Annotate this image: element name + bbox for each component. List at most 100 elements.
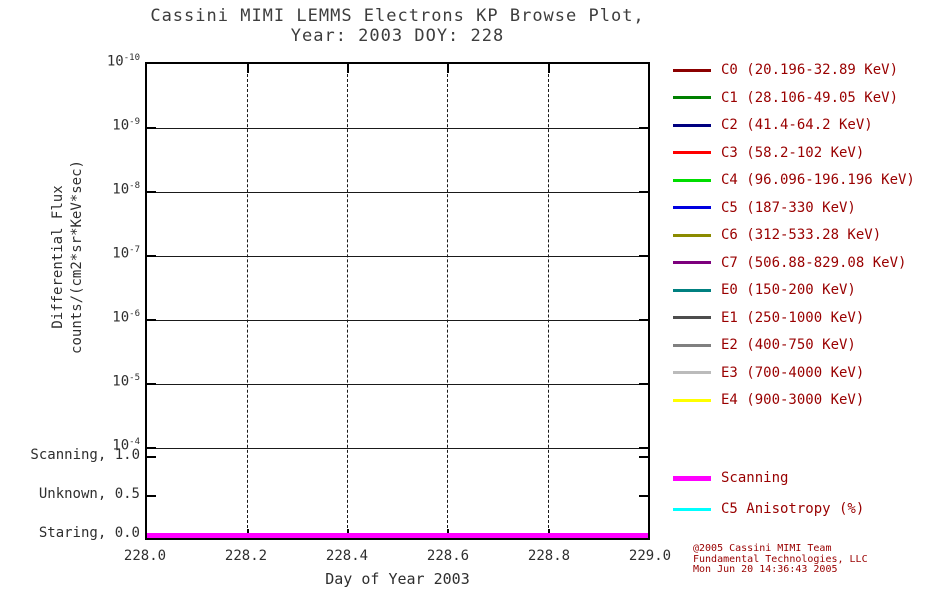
x-tick-label: 229.0 xyxy=(628,548,672,564)
legend-item-c5-anisotropy: C5 Anisotropy (%) xyxy=(673,500,945,518)
tick-mark xyxy=(639,319,648,321)
legend-swatch-c3 xyxy=(673,151,711,154)
legend-swatch-e3 xyxy=(673,371,711,374)
legend-label: E3 (700-4000 KeV) xyxy=(721,364,865,381)
legend-swatch-c4 xyxy=(673,178,711,182)
chart-title-line1: Cassini MIMI LEMMS Electrons KP Browse P… xyxy=(150,6,645,26)
legend-swatch-c5 xyxy=(673,206,711,209)
x-tick-label: 228.0 xyxy=(123,548,167,564)
tick-mark xyxy=(639,456,648,458)
legend-item-c2: C2 (41.4-64.2 KeV) xyxy=(673,116,945,134)
h-gridline xyxy=(147,448,648,449)
legend-label: C5 Anisotropy (%) xyxy=(721,501,865,517)
legend-label: E2 (400-750 KeV) xyxy=(721,337,856,353)
legend-item-scanning: Scanning xyxy=(673,469,945,487)
legend-swatch-c0 xyxy=(673,68,711,72)
chart-title: Cassini MIMI LEMMS Electrons KP Browse P… xyxy=(120,6,675,46)
credit-line1: @2005 Cassini MIMI Team xyxy=(693,543,832,554)
tick-mark xyxy=(147,319,156,321)
legend: C0 (20.196-32.89 KeV) C1 (28.106-49.05 K… xyxy=(673,61,945,419)
legend-label: C5 (187-330 KeV) xyxy=(721,199,856,216)
x-tick-label: 228.8 xyxy=(527,548,571,564)
legend-item-c1: C1 (28.106-49.05 KeV) xyxy=(673,89,945,107)
legend-label: C1 (28.106-49.05 KeV) xyxy=(721,89,899,106)
tick-mark xyxy=(147,495,156,497)
tick-mark xyxy=(147,383,156,385)
legend-item-c3: C3 (58.2-102 KeV) xyxy=(673,144,945,162)
legend-label: C4 (96.096-196.196 KeV) xyxy=(721,172,915,188)
legend-item-c0: C0 (20.196-32.89 KeV) xyxy=(673,61,945,79)
tick-mark xyxy=(639,447,648,449)
tick-mark xyxy=(639,127,648,129)
plot-area xyxy=(145,62,650,540)
legend-label: C3 (58.2-102 KeV) xyxy=(721,144,865,161)
legend-item-e2: E2 (400-750 KeV) xyxy=(673,336,945,354)
legend-label: E0 (150-200 KeV) xyxy=(721,282,856,298)
mode-tick-label-scanning: Scanning, 1.0 xyxy=(30,447,140,463)
h-gridline xyxy=(147,192,648,193)
legend-item-e3: E3 (700-4000 KeV) xyxy=(673,364,945,382)
credit-line3: Mon Jun 20 14:36:43 2005 xyxy=(693,564,838,575)
v-gridline xyxy=(247,64,248,538)
x-tick-label: 228.4 xyxy=(325,548,369,564)
y-tick-label: 10-5 xyxy=(112,373,140,390)
credit-line2: Fundamental Technologies, LLC xyxy=(693,553,868,565)
tick-mark xyxy=(447,64,449,73)
legend-swatch-c5-anisotropy xyxy=(673,507,711,511)
tick-mark xyxy=(147,456,156,458)
legend-item-e0: E0 (150-200 KeV) xyxy=(673,281,945,299)
legend-label: E1 (250-1000 KeV) xyxy=(721,309,865,326)
chart-title-line2: Year: 2003 DOY: 228 xyxy=(290,26,505,46)
v-gridline xyxy=(347,64,348,538)
y-tick-label: 10-4 xyxy=(112,437,140,454)
legend-label: C0 (20.196-32.89 KeV) xyxy=(721,62,899,78)
legend-swatch-c1 xyxy=(673,96,711,99)
legend-swatch-c7 xyxy=(673,261,711,264)
y-tick-label: 10-9 xyxy=(112,117,140,134)
legend-item-e4: E4 (900-3000 KeV) xyxy=(673,391,945,409)
legend-item-c4: C4 (96.096-196.196 KeV) xyxy=(673,171,945,189)
y-tick-label: 10-7 xyxy=(112,245,140,262)
legend-secondary: Scanning C5 Anisotropy (%) xyxy=(673,469,945,531)
tick-mark xyxy=(147,255,156,257)
v-gridline xyxy=(548,64,549,538)
credit-text: @2005 Cassini MIMI Team Fundamental Tech… xyxy=(693,543,868,576)
x-axis-title: Day of Year 2003 xyxy=(325,570,470,588)
legend-swatch-e1 xyxy=(673,316,711,319)
h-gridline xyxy=(147,128,648,129)
tick-mark xyxy=(347,64,349,73)
legend-item-c7: C7 (506.88-829.08 KeV) xyxy=(673,254,945,272)
legend-swatch-c2 xyxy=(673,123,711,127)
tick-mark xyxy=(639,383,648,385)
legend-label: C2 (41.4-64.2 KeV) xyxy=(721,117,873,133)
tick-mark xyxy=(147,127,156,129)
legend-item-c6: C6 (312-533.28 KeV) xyxy=(673,226,945,244)
tick-mark xyxy=(147,447,156,449)
legend-swatch-c6 xyxy=(673,233,711,237)
legend-item-c5: C5 (187-330 KeV) xyxy=(673,199,945,217)
tick-mark xyxy=(639,495,648,497)
legend-label: Scanning xyxy=(721,470,789,486)
h-gridline xyxy=(147,384,648,385)
x-tick-label: 228.6 xyxy=(426,548,470,564)
v-gridline xyxy=(447,64,448,538)
y-tick-label: 10-8 xyxy=(112,181,140,198)
legend-label: C6 (312-533.28 KeV) xyxy=(721,227,882,243)
h-gridline xyxy=(147,256,648,257)
legend-item-e1: E1 (250-1000 KeV) xyxy=(673,309,945,327)
legend-swatch-scanning xyxy=(673,475,711,481)
tick-mark xyxy=(548,64,550,73)
legend-swatch-e2 xyxy=(673,343,711,347)
legend-swatch-e0 xyxy=(673,288,711,292)
h-gridline xyxy=(147,320,648,321)
scanning-mode-line xyxy=(147,533,648,538)
y-tick-label: 10-6 xyxy=(112,309,140,326)
y-tick-label: 10-10 xyxy=(106,53,140,70)
tick-mark xyxy=(639,255,648,257)
legend-label: E4 (900-3000 KeV) xyxy=(721,392,865,408)
mode-tick-label-staring: Staring, 0.0 xyxy=(38,525,140,541)
mode-tick-label-unknown: Unknown, 0.5 xyxy=(38,486,140,502)
tick-mark xyxy=(639,191,648,193)
tick-mark xyxy=(147,191,156,193)
